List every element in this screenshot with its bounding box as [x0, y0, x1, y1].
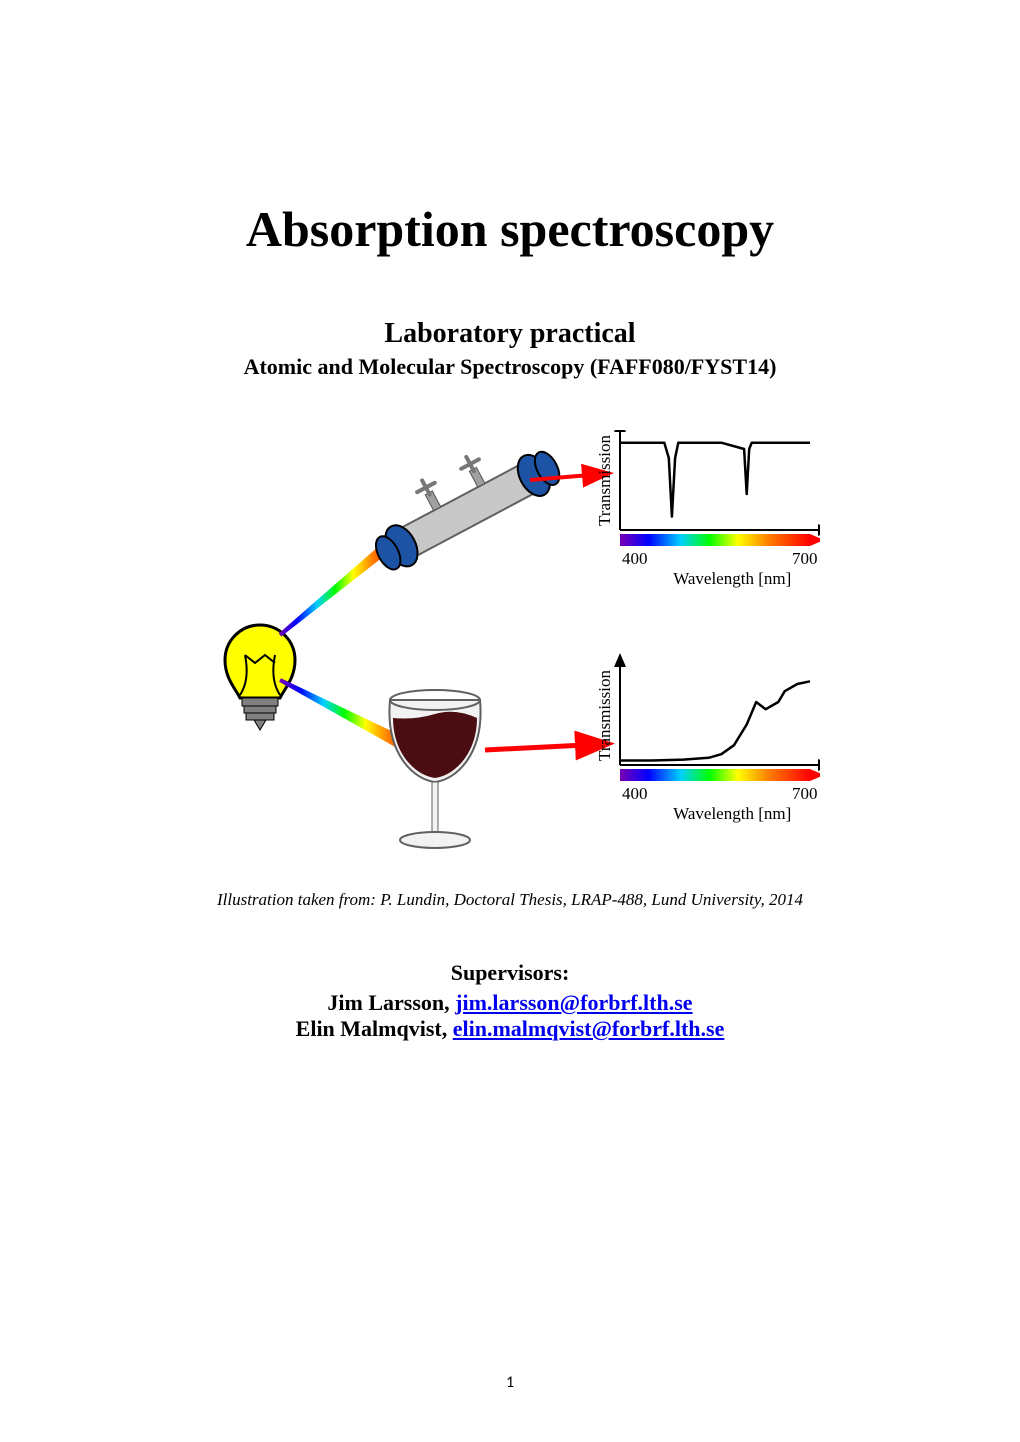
page: Absorption spectroscopy Laboratory pract…: [0, 0, 1020, 1442]
svg-text:700: 700: [792, 549, 818, 568]
supervisor-2-name: Elin Malmqvist,: [296, 1016, 453, 1041]
supervisor-line-2: Elin Malmqvist, elin.malmqvist@forbrf.lt…: [120, 1016, 900, 1042]
supervisor-1-email-link[interactable]: jim.larsson@forbrf.lth.se: [455, 990, 692, 1015]
supervisor-2-email-link[interactable]: elin.malmqvist@forbrf.lth.se: [453, 1016, 725, 1041]
svg-text:Wavelength [nm]: Wavelength [nm]: [673, 804, 791, 823]
svg-text:Transmission: Transmission: [595, 434, 614, 526]
svg-text:400: 400: [622, 784, 648, 803]
figure-caption: Illustration taken from: P. Lundin, Doct…: [120, 890, 900, 910]
supervisor-1-name: Jim Larsson,: [327, 990, 455, 1015]
supervisor-line-1: Jim Larsson, jim.larsson@forbrf.lth.se: [120, 990, 900, 1016]
document-title: Absorption spectroscopy: [120, 200, 900, 258]
course-line: Atomic and Molecular Spectroscopy (FAFF0…: [120, 354, 900, 380]
absorption-figure: 400700Wavelength [nm]Transmission400700W…: [200, 430, 820, 860]
svg-text:400: 400: [622, 549, 648, 568]
page-number: 1: [0, 1373, 1020, 1392]
figure-container: 400700Wavelength [nm]Transmission400700W…: [120, 430, 900, 860]
svg-text:700: 700: [792, 784, 818, 803]
subtitle: Laboratory practical: [120, 318, 900, 350]
svg-text:Transmission: Transmission: [595, 669, 614, 761]
supervisors-heading: Supervisors:: [120, 960, 900, 986]
svg-text:Wavelength [nm]: Wavelength [nm]: [673, 569, 791, 588]
